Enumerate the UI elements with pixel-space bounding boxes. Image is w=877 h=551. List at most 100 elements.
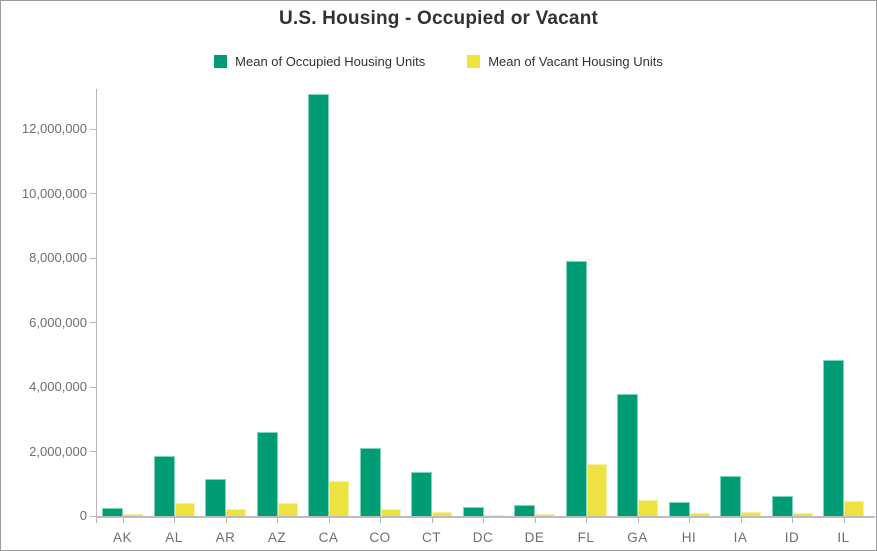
x-axis-tick: [380, 517, 381, 523]
bar-occupied-de[interactable]: [514, 505, 535, 516]
y-axis-tick-label: 10,000,000: [21, 185, 87, 201]
bar-vacant-fl[interactable]: [586, 464, 607, 516]
bar-vacant-dc[interactable]: [483, 514, 504, 516]
bar-occupied-ia[interactable]: [720, 475, 741, 516]
bar-occupied-hi[interactable]: [668, 501, 690, 516]
y-axis-tick-label: 8,000,000: [29, 250, 87, 266]
x-axis-tick: [843, 517, 845, 523]
x-axis-label-az: AZ: [267, 530, 287, 545]
legend-item-occupied[interactable]: Mean of Occupied Housing Units: [214, 54, 425, 69]
bar-vacant-il[interactable]: [844, 500, 864, 516]
bar-occupied-dc[interactable]: [462, 507, 484, 516]
bar-occupied-ct[interactable]: [411, 472, 432, 516]
bar-group-co: CO: [359, 89, 401, 545]
y-axis-tick: [90, 386, 96, 388]
legend: Mean of Occupied Housing Units Mean of V…: [1, 54, 876, 69]
bar-group-ak: AK: [102, 89, 143, 545]
bar-occupied-ca[interactable]: [308, 93, 329, 516]
bar-group-al: AL: [153, 89, 195, 545]
x-axis-tick: [534, 517, 536, 523]
x-axis-tick: [689, 517, 690, 523]
x-axis-tick: [483, 517, 484, 523]
bar-group-de: DE: [514, 89, 555, 545]
x-axis-tick: [122, 517, 124, 523]
x-axis-tick: [174, 517, 175, 523]
bar-group-ia: IA: [720, 89, 761, 545]
bar-vacant-hi[interactable]: [689, 513, 710, 516]
bar-vacant-ia[interactable]: [741, 511, 761, 516]
x-axis-label-de: DE: [524, 530, 545, 545]
y-axis-tick: [90, 322, 96, 324]
x-axis-tick: [225, 517, 227, 523]
x-axis-tick: [792, 517, 793, 523]
x-axis-label-il: IL: [837, 530, 850, 545]
x-axis-label-id: ID: [784, 530, 800, 545]
y-axis-tick-label: 4,000,000: [29, 379, 87, 395]
bar-group-ca: CA: [308, 89, 349, 545]
x-axis-label-ct: CT: [422, 530, 441, 545]
bar-occupied-az[interactable]: [256, 432, 278, 516]
x-axis-tick: [740, 517, 742, 523]
x-axis-label-ia: IA: [733, 530, 748, 545]
bar-vacant-ak[interactable]: [123, 513, 143, 516]
bar-vacant-ct[interactable]: [432, 512, 452, 516]
y-axis-tick: [90, 257, 96, 259]
x-axis-label-co: CO: [369, 530, 391, 545]
x-axis-tick: [637, 517, 639, 523]
bar-group-hi: HI: [668, 89, 710, 545]
bar-group-dc: DC: [462, 89, 504, 545]
x-axis-tick: [586, 517, 587, 523]
legend-swatch-occupied-icon: [214, 55, 228, 68]
legend-item-vacant[interactable]: Mean of Vacant Housing Units: [467, 54, 663, 69]
x-axis-tick: [277, 517, 278, 523]
bar-occupied-il[interactable]: [823, 359, 844, 516]
bar-vacant-ar[interactable]: [226, 509, 246, 516]
y-axis-tick-label: 12,000,000: [21, 121, 87, 137]
bar-group-az: AZ: [256, 89, 298, 545]
legend-swatch-vacant-icon: [467, 55, 481, 68]
x-axis-label-dc: DC: [472, 530, 494, 545]
bar-occupied-ar[interactable]: [205, 478, 226, 516]
bar-group-il: IL: [823, 89, 864, 545]
bar-occupied-fl[interactable]: [565, 261, 587, 516]
bar-occupied-ga[interactable]: [617, 393, 638, 516]
x-axis-label-ga: GA: [627, 530, 648, 545]
bar-vacant-az[interactable]: [277, 503, 298, 516]
x-axis-label-al: AL: [165, 530, 183, 545]
bar-occupied-al[interactable]: [153, 456, 175, 516]
bar-occupied-ak[interactable]: [102, 507, 123, 516]
bar-groups: AK AL AR AZ CA CO CT DC DE FL GA HI IA ID IL: [97, 89, 875, 545]
bar-group-ar: AR: [205, 89, 246, 545]
y-axis-tick: [90, 451, 96, 453]
bar-vacant-ga[interactable]: [638, 500, 658, 516]
x-axis-label-fl: FL: [577, 530, 595, 545]
x-axis-line: [96, 516, 875, 518]
legend-label-occupied: Mean of Occupied Housing Units: [235, 54, 426, 69]
y-axis-tick-label: 0: [79, 508, 87, 523]
y-axis-tick-label: 2,000,000: [29, 443, 87, 459]
bar-vacant-al[interactable]: [174, 503, 195, 516]
bar-vacant-co[interactable]: [380, 508, 401, 516]
x-axis-tick: [431, 517, 433, 523]
x-axis-label-ca: CA: [318, 530, 339, 545]
y-axis-tick: [90, 193, 96, 195]
legend-label-vacant: Mean of Vacant Housing Units: [488, 54, 663, 69]
y-axis-tick: [90, 128, 96, 130]
y-axis-tick: [90, 515, 96, 517]
x-axis-label-ar: AR: [215, 530, 236, 545]
bar-group-id: ID: [771, 89, 813, 545]
x-axis-label-hi: HI: [681, 530, 697, 545]
bar-vacant-de[interactable]: [535, 513, 555, 516]
bar-group-ga: GA: [617, 89, 658, 545]
x-axis-label-ak: AK: [112, 530, 132, 545]
bar-group-ct: CT: [411, 89, 452, 545]
chart-title: U.S. Housing - Occupied or Vacant: [278, 8, 599, 29]
bar-group-fl: FL: [565, 89, 607, 545]
y-axis-tick-label: 6,000,000: [29, 314, 87, 330]
bar-vacant-ca[interactable]: [329, 481, 349, 516]
bar-occupied-co[interactable]: [359, 448, 381, 516]
bar-vacant-id[interactable]: [792, 513, 813, 516]
bar-occupied-id[interactable]: [771, 496, 793, 516]
